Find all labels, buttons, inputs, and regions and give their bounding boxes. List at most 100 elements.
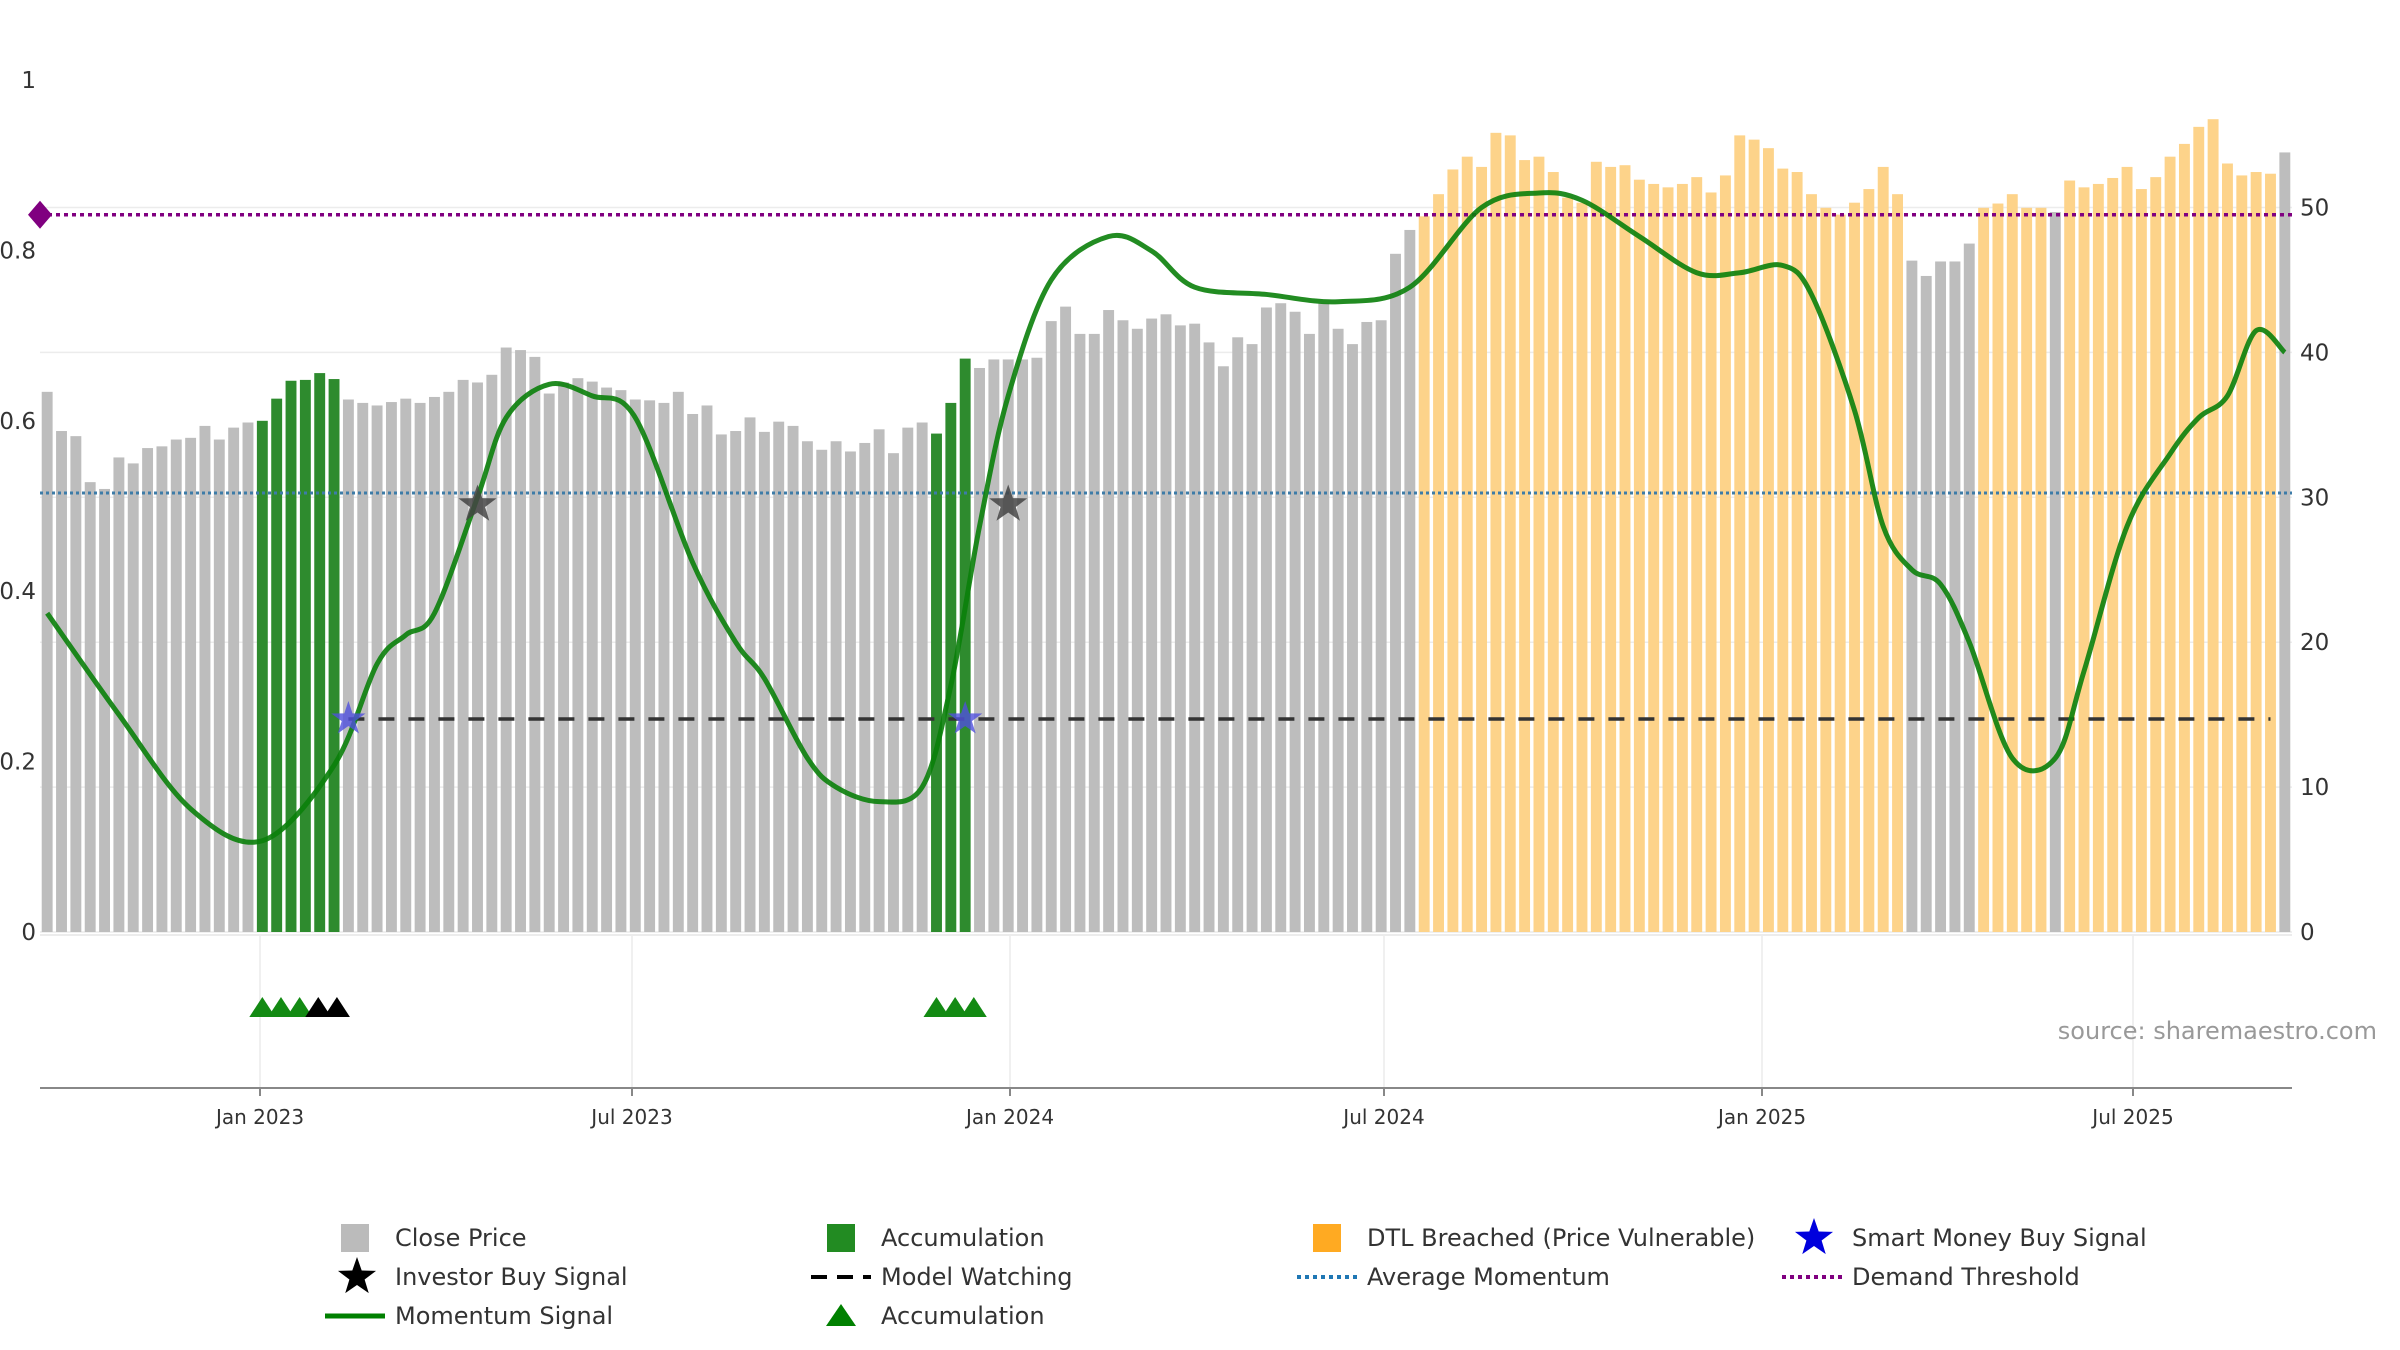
close-price-bar <box>859 442 871 932</box>
dtl-breached-bar <box>1820 207 1832 933</box>
dtl-breached-bar <box>1691 177 1703 933</box>
dtl-breached-bar <box>1877 166 1889 933</box>
dtl-breached-bar <box>1834 214 1846 933</box>
close-price-bar <box>701 405 713 932</box>
accumulation-triangle-black <box>323 997 350 1017</box>
x-tick-label: Jul 2025 <box>2090 1105 2173 1129</box>
close-price-bar <box>873 429 885 932</box>
close-price-bar <box>715 434 727 932</box>
dtl-breached-bar <box>1849 202 1860 933</box>
close-price-bar <box>1146 318 1158 932</box>
dtl-breached-bar <box>1734 135 1746 932</box>
close-price-bar <box>1074 333 1086 932</box>
accumulation-bar <box>931 433 942 932</box>
close-price-bar <box>672 391 684 932</box>
legend-label: Accumulation <box>881 1224 1045 1252</box>
close-price-bar <box>84 482 96 932</box>
close-price-bar <box>2049 212 2061 932</box>
y-left-tick-label: 1 <box>21 68 36 94</box>
markers-layer <box>28 200 1028 1017</box>
dtl-breached-bar <box>1519 160 1531 932</box>
accumulation-bar <box>328 379 340 932</box>
close-price-bar <box>1045 321 1057 933</box>
close-price-bar <box>1203 342 1215 932</box>
axes-layer: Jan 2023 Jul 2023 Jan 2024 Jul 2024 Jan 2025… <box>0 68 2329 1129</box>
close-price-bar <box>400 398 412 932</box>
accumulation-triangle <box>286 997 313 1017</box>
dtl-breached-bar <box>2078 187 2090 933</box>
close-price-bar <box>844 451 856 932</box>
dtl-breached-bar <box>1562 197 1574 933</box>
dtl-breached-bar <box>2021 207 2033 933</box>
y-right-tick-label: 50 <box>2300 196 2329 222</box>
close-price-bar <box>816 449 828 932</box>
dtl-breached-bar <box>1547 172 1559 933</box>
bars-layer <box>41 119 2291 933</box>
accumulation-triangle <box>267 997 294 1017</box>
close-price-bar <box>1332 328 1344 932</box>
dtl-breached-bar <box>1992 203 2004 933</box>
close-price-bar <box>1088 333 1100 932</box>
dtl-breached-bar <box>1777 168 1789 932</box>
close-price-bar <box>1920 275 1932 933</box>
close-price-bar <box>500 347 512 932</box>
dtl-breached-bar <box>2150 177 2162 933</box>
legend-symbol <box>337 1257 377 1294</box>
dtl-breached-bar <box>1418 216 1430 932</box>
close-price-bar <box>2279 152 2291 933</box>
close-price-bar <box>830 441 842 932</box>
close-price-bar <box>1963 243 1975 933</box>
close-price-bar <box>658 402 670 933</box>
x-tick-label: Jan 2023 <box>214 1105 304 1129</box>
dtl-breached-bar <box>2164 156 2176 932</box>
x-tick-label: Jan 2024 <box>964 1105 1054 1129</box>
close-price-bar <box>472 382 483 933</box>
legend-label: Momentum Signal <box>395 1302 613 1330</box>
close-price-bar <box>787 425 799 932</box>
accumulation-bar <box>314 373 326 932</box>
close-price-bar <box>1232 337 1244 933</box>
close-price-bar <box>572 378 584 932</box>
legend-item: Smart Money Buy Signal <box>1794 1218 2147 1255</box>
dtl-breached-bar <box>1533 156 1545 932</box>
source-note: source: sharemaestro.com <box>2058 1017 2377 1045</box>
legend-label: Accumulation <box>881 1302 1045 1330</box>
close-price-bar <box>687 413 699 932</box>
close-price-bar <box>888 453 899 932</box>
dtl-breached-bar <box>1461 156 1473 932</box>
dtl-breached-bar <box>2035 207 2047 933</box>
legend-item: Demand Threshold <box>1782 1263 2080 1291</box>
dtl-breached-bar <box>1619 165 1631 932</box>
close-price-bar <box>213 439 225 932</box>
dtl-breached-bar <box>1705 192 1717 933</box>
close-price-bar <box>414 402 426 933</box>
legend-label: Average Momentum <box>1367 1263 1610 1291</box>
close-price-bar <box>99 488 110 932</box>
dtl-breached-bar <box>1892 194 1903 933</box>
legend: Close Price Accumulation DTL Breached (Pri… <box>325 1218 2147 1330</box>
dtl-breached-bar <box>1590 161 1602 933</box>
legend-item: Momentum Signal <box>325 1302 613 1330</box>
dtl-breached-bar <box>2107 177 2119 933</box>
close-price-bar <box>199 425 211 932</box>
close-price-bar <box>142 448 154 932</box>
dtl-breached-bar <box>1791 172 1803 933</box>
dtl-breached-bar <box>1576 202 1588 933</box>
dtl-breached-bar <box>2265 173 2276 933</box>
legend-item: Accumulation <box>826 1302 1045 1330</box>
legend-item: Investor Buy Signal <box>337 1257 628 1294</box>
legend-item: Accumulation <box>827 1224 1045 1252</box>
legend-label: Model Watching <box>881 1263 1073 1291</box>
close-price-bar <box>1318 303 1330 932</box>
legend-item: Average Momentum <box>1297 1263 1610 1291</box>
close-price-bar <box>1246 344 1258 932</box>
dtl-breached-bar <box>1762 148 1774 932</box>
dtl-breached-bar <box>2006 194 2018 933</box>
legend-label: Close Price <box>395 1224 527 1252</box>
dtl-breached-bar <box>2236 175 2248 932</box>
y-left-tick-label: 0.4 <box>0 579 36 605</box>
accumulation-triangle <box>942 997 969 1017</box>
dtl-breached-bar <box>1605 166 1617 933</box>
close-price-bar <box>70 436 82 932</box>
